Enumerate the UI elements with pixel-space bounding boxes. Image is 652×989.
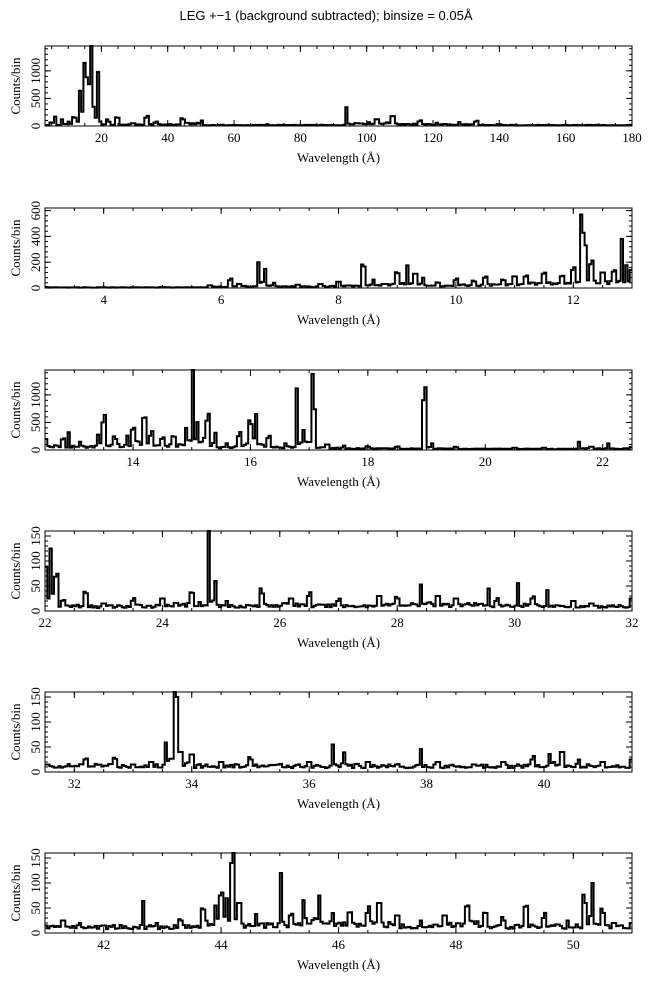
y-tick-label: 1000 [28,58,43,84]
x-tick-label: 48 [449,937,462,952]
spectrum-trace [45,691,632,770]
y-tick-label: 1000 [28,382,43,408]
x-tick-label: 140 [490,130,510,145]
y-tick-label: 500 [28,413,43,433]
y-tick-label: 500 [28,89,43,109]
y-tick-label: 150 [28,526,43,546]
y-tick-label: 100 [28,551,43,571]
x-axis-label: Wavelength (Å) [297,635,380,650]
plot-frame [44,691,633,773]
y-axis-label: Counts/bin [8,864,23,922]
plot-frame [44,369,633,451]
x-tick-label: 40 [161,130,174,145]
spectrum-trace [45,213,632,289]
x-tick-label: 8 [335,292,342,307]
x-tick-label: 16 [244,454,258,469]
x-tick-label: 22 [39,615,52,630]
x-tick-label: 18 [361,454,374,469]
y-axis-label: Counts/bin [8,703,23,761]
y-tick-label: 0 [28,123,43,130]
y-tick-label: 0 [28,769,43,776]
x-axis-label: Wavelength (Å) [297,796,380,811]
x-axis-label: Wavelength (Å) [297,474,380,489]
plot-frame [44,207,633,289]
y-tick-label: 0 [28,447,43,454]
page-title: LEG +−1 (background subtracted); binsize… [179,8,473,23]
x-tick-label: 50 [567,937,580,952]
y-axis-label: Counts/bin [8,542,23,600]
x-tick-label: 36 [303,776,317,791]
y-tick-label: 100 [28,712,43,732]
x-axis-label: Wavelength (Å) [297,150,380,165]
y-tick-label: 600 [28,201,43,221]
x-tick-label: 20 [479,454,492,469]
spectrum-trace [45,369,632,451]
x-tick-label: 44 [215,937,229,952]
x-tick-label: 14 [127,454,141,469]
x-tick-label: 4 [100,292,107,307]
x-tick-label: 24 [156,615,170,630]
x-tick-label: 160 [556,130,576,145]
y-tick-label: 50 [28,580,43,593]
x-tick-label: 32 [68,776,81,791]
x-tick-label: 22 [596,454,609,469]
y-tick-label: 0 [28,285,43,292]
x-axis-label: Wavelength (Å) [297,312,380,327]
plot-frame [44,45,633,127]
plot-panel-2: 4 6 8 10 12 0 200 400 600 Wavelength (Å) Counts/bi… [8,201,633,327]
x-tick-label: 100 [357,130,377,145]
plot-panel-4: 22 24 26 28 30 32 0 50 100 150 Wavelength (Å) Count… [8,526,639,650]
y-tick-label: 0 [28,930,43,937]
spectrum-trace [45,852,632,931]
y-axis-label: Counts/bin [8,219,23,277]
x-tick-label: 30 [508,615,521,630]
y-tick-label: 150 [28,848,43,868]
plot-panel-1: 20 40 60 80 100 120 140 160 180 0 500 1000 Wavelengt… [8,45,642,165]
x-tick-label: 42 [97,937,110,952]
y-axis-label: Counts/bin [8,381,23,439]
plot-frame [44,852,633,934]
x-tick-label: 6 [218,292,225,307]
plot-panel-6: 42 44 46 48 50 0 50 100 150 Wavelength (Å) Counts/… [8,848,633,972]
x-tick-label: 38 [420,776,433,791]
x-tick-label: 32 [626,615,639,630]
x-tick-label: 10 [449,292,462,307]
plot-panel-5: 32 34 36 38 40 0 50 100 150 Wavelength (Å) Counts/… [8,687,633,811]
x-tick-label: 12 [567,292,580,307]
x-tick-label: 34 [185,776,199,791]
x-tick-label: 40 [537,776,550,791]
y-axis-label: Counts/bin [8,57,23,115]
x-tick-label: 28 [391,615,404,630]
y-tick-label: 50 [28,902,43,915]
y-tick-label: 150 [28,687,43,707]
y-tick-label: 0 [28,608,43,615]
x-tick-label: 26 [273,615,287,630]
x-axis-label: Wavelength (Å) [297,957,380,972]
plot-panel-3: 14 16 18 20 22 0 500 1000 Wavelength (Å) Counts/b… [8,369,633,489]
x-tick-label: 80 [294,130,307,145]
y-tick-label: 400 [28,227,43,247]
y-tick-label: 100 [28,873,43,893]
y-tick-label: 200 [28,252,43,272]
x-tick-label: 46 [332,937,346,952]
y-tick-label: 50 [28,741,43,754]
spectrum-trace [45,45,632,127]
x-tick-label: 120 [423,130,443,145]
x-tick-label: 20 [95,130,108,145]
x-tick-label: 60 [228,130,241,145]
spectrum-trace [45,530,632,609]
x-tick-label: 180 [622,130,642,145]
